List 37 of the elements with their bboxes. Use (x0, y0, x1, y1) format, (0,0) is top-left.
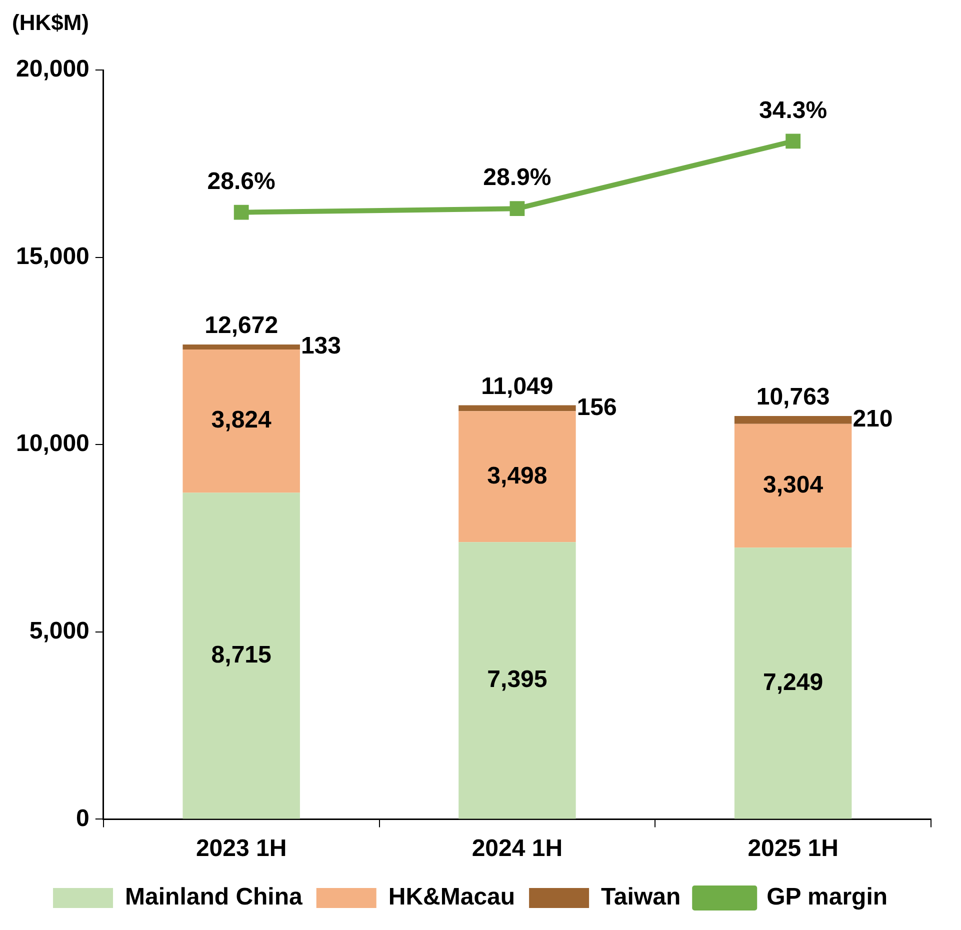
legend-label: HK&Macau (388, 884, 516, 911)
legend-label: Mainland China (125, 884, 304, 911)
bar (734, 548, 852, 819)
data-label: 34.3% (759, 96, 828, 124)
y-tick-label: 15,000 (16, 242, 90, 270)
data-label: 3,304 (763, 471, 824, 498)
legend-label: Taiwan (601, 884, 681, 911)
data-label: 7,249 (763, 668, 824, 696)
y-tick-label: 10,000 (16, 430, 90, 458)
data-label: 210 (852, 406, 893, 433)
y-tick-label: 0 (76, 804, 90, 832)
legend-label: GP margin (766, 884, 888, 911)
total-label: 10,763 (756, 384, 830, 411)
bar (734, 416, 852, 424)
data-label: 3,824 (211, 406, 272, 434)
data-label: 156 (576, 394, 617, 421)
total-label: 12,672 (204, 312, 278, 340)
bar (182, 349, 300, 493)
bar (182, 492, 300, 819)
bar (458, 542, 576, 819)
x-tick-label: 2024 1H (472, 835, 563, 862)
data-label: 7,395 (487, 666, 548, 694)
bar (734, 424, 852, 548)
x-tick-label: 2023 1H (196, 835, 287, 862)
y-axis-title: (HK$M) (12, 10, 89, 36)
data-label: 133 (300, 332, 342, 360)
x-tick-label: 2025 1H (748, 835, 838, 862)
bar (182, 344, 300, 350)
bar (458, 411, 576, 542)
data-label: 28.6% (207, 168, 276, 195)
data-label: 3,498 (487, 462, 548, 490)
y-tick-label: 20,000 (16, 56, 90, 83)
total-label: 11,049 (481, 372, 554, 400)
data-label: 8,715 (211, 641, 272, 668)
bar (458, 405, 576, 412)
y-tick-label: 5,000 (29, 618, 90, 645)
data-label: 28.9% (483, 164, 552, 192)
